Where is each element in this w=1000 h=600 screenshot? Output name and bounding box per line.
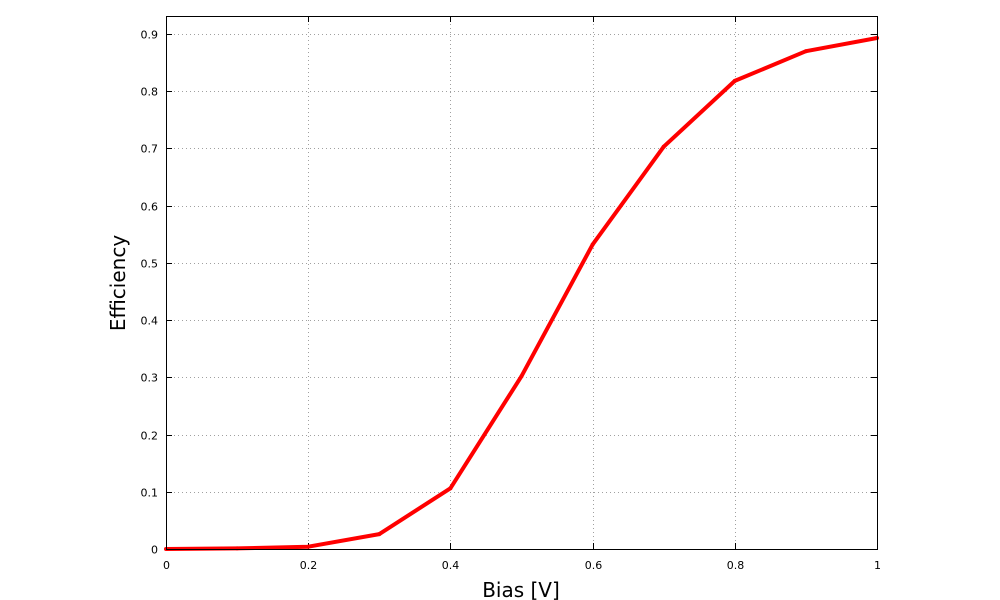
x-tick-label: 0.8 [727, 559, 745, 572]
data-point [732, 78, 737, 83]
y-tick-label: 0.5 [141, 258, 159, 271]
y-tick-label: 0 [151, 544, 158, 557]
series-line [165, 36, 878, 551]
y-tick-label: 0.9 [141, 29, 159, 42]
y-tick-label: 0.8 [141, 86, 159, 99]
data-point [377, 532, 382, 537]
axis-ticks: 0 0.1 0.2 0.3 0.4 0.5 0.6 0.7 0.8 0.9 0 0.2 0.4 0.6 0.… [141, 16, 881, 572]
y-tick-label: 0.2 [141, 430, 159, 443]
x-tick-label: 1 [874, 559, 881, 572]
x-tick-label: 0.4 [442, 559, 460, 572]
data-point [803, 49, 808, 54]
y-tick-label: 0.7 [141, 143, 159, 156]
data-point [306, 544, 311, 549]
y-tick-label: 0.6 [141, 201, 159, 214]
series-layer [164, 36, 879, 551]
data-point [590, 242, 595, 247]
plot-frame [166, 16, 878, 550]
y-tick-label: 0.1 [141, 487, 159, 500]
data-point [448, 486, 453, 491]
data-point [519, 374, 524, 379]
y-tick-label: 0.3 [141, 372, 159, 385]
x-tick-label: 0.2 [300, 559, 318, 572]
data-point [661, 144, 666, 149]
y-axis-label: Efficiency [106, 235, 130, 332]
grid [166, 16, 877, 549]
x-axis-label: Bias [V] [482, 578, 560, 600]
y-tick-label: 0.4 [141, 315, 159, 328]
x-tick-label: 0.6 [585, 559, 603, 572]
x-tick-label: 0 [163, 559, 170, 572]
